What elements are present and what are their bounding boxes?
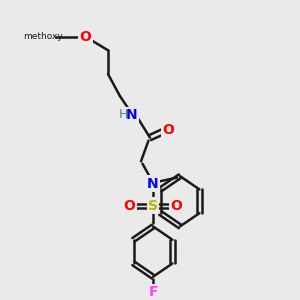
Text: N: N	[126, 108, 137, 122]
Text: methoxy: methoxy	[24, 32, 63, 40]
Text: H: H	[119, 108, 128, 121]
Text: O: O	[124, 199, 136, 213]
Text: S: S	[148, 199, 158, 213]
Text: O: O	[80, 30, 92, 44]
Text: O: O	[162, 123, 174, 137]
Text: O: O	[170, 199, 182, 213]
Text: F: F	[148, 285, 158, 299]
Text: N: N	[147, 176, 159, 190]
